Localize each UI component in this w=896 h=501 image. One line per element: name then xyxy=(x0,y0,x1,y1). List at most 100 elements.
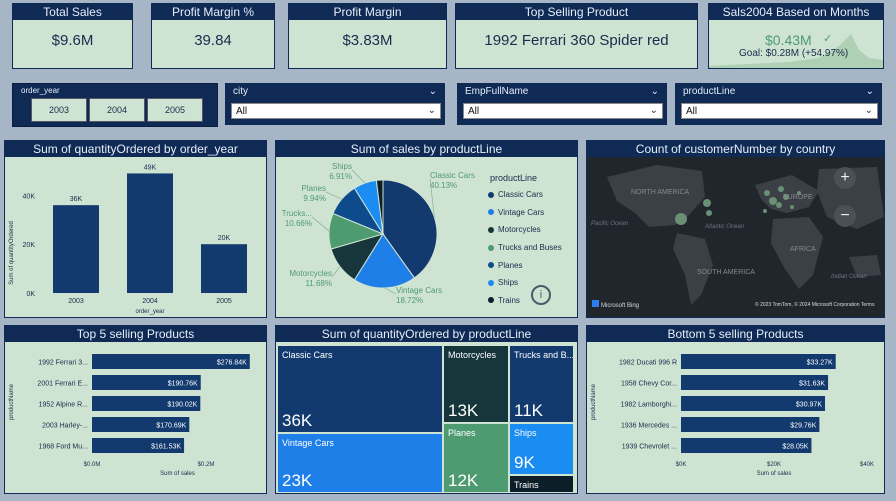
chevron-down-icon: ⌄ xyxy=(649,105,658,116)
bar[interactable] xyxy=(681,417,820,432)
legend-item[interactable]: Planes xyxy=(488,256,562,274)
legend-item[interactable]: Classic Cars xyxy=(488,186,562,204)
slice-label-pct: 6.91% xyxy=(329,172,352,181)
top5-products-chart: Top 5 selling Products 1992 Ferrari 3...… xyxy=(4,325,267,494)
kpi-top-selling-product: Top Selling Product 1992 Ferrari 360 Spi… xyxy=(455,3,698,69)
bar[interactable] xyxy=(92,375,201,390)
data-label: 49K xyxy=(144,164,157,171)
year-button-2003[interactable]: 2003 xyxy=(31,98,87,122)
treemap-cell-trucks[interactable]: Planes 12K xyxy=(444,424,508,492)
year-button-2005[interactable]: 2005 xyxy=(147,98,203,122)
kpi-title: Total Sales xyxy=(13,4,132,20)
productline-dropdown[interactable]: All ⌄ xyxy=(681,103,878,119)
slicer-label: order_year xyxy=(21,86,60,95)
treemap-label: Trains xyxy=(514,480,539,490)
map-label-africa: AFRICA xyxy=(790,246,816,253)
legend-dot-icon xyxy=(488,244,494,251)
y-axis-label: Sum of quantityOrdered xyxy=(9,221,15,285)
treemap-cell-vintage-cars[interactable]: Vintage Cars 23K xyxy=(278,434,442,492)
treemap-cell-classic-cars[interactable]: Classic Cars 36K xyxy=(278,346,442,432)
chart-title: Top 5 selling Products xyxy=(5,326,266,342)
bar[interactable] xyxy=(127,173,173,293)
treemap-cell-ships[interactable]: Ships 9K xyxy=(510,424,573,474)
leader-line xyxy=(311,216,330,232)
world-map[interactable] xyxy=(587,157,884,317)
map-copyright[interactable]: © 2023 TomTom, © 2024 Microsoft Corporat… xyxy=(755,302,875,308)
bar[interactable] xyxy=(53,205,99,293)
zoom-out-button[interactable]: − xyxy=(834,205,856,227)
chevron-down-icon[interactable]: ⌄ xyxy=(865,86,874,97)
qty-by-year-svg: 0K 20K 40K 36K 2003 49K 2004 20K 2005 order_year S… xyxy=(9,164,247,315)
category-label: 1982 Ducati 996 R xyxy=(619,360,677,367)
treemap-value: 11K xyxy=(514,401,543,420)
slice-label-pct: 9.94% xyxy=(303,194,326,203)
data-label: 20K xyxy=(218,235,231,242)
treemap-label: Motorcycles xyxy=(448,350,497,360)
legend-item[interactable]: Trucks and Buses xyxy=(488,239,562,257)
legend-label: Vintage Cars xyxy=(498,207,545,217)
order-year-slicer: order_year 2003 2004 2005 xyxy=(12,83,218,127)
chevron-down-icon[interactable]: ⌄ xyxy=(428,86,437,97)
pie-legend: Classic Cars Vintage Cars Motorcycles Truck… xyxy=(488,186,562,309)
kpi-value: 1992 Ferrari 360 Spider red xyxy=(484,32,669,49)
bar[interactable] xyxy=(681,438,812,453)
bing-logo: Microsoft Bing xyxy=(592,300,639,309)
data-label: $33.27K xyxy=(807,360,833,367)
kpi-profit-margin: Profit Margin $3.83M xyxy=(288,3,447,69)
chart-title: Bottom 5 selling Products xyxy=(587,326,884,342)
chart-title: Count of customerNumber by country xyxy=(587,141,884,157)
zoom-in-button[interactable]: + xyxy=(834,167,856,189)
x-tick-label: $0K xyxy=(676,462,687,468)
bing-label: Microsoft Bing xyxy=(601,303,640,309)
treemap-value: 36K xyxy=(282,411,313,430)
leader-line xyxy=(325,191,342,200)
kpi-total-sales: Total Sales $9.6M xyxy=(12,3,133,69)
x-tick-label: $20K xyxy=(767,462,781,468)
pie-slice[interactable] xyxy=(353,233,416,289)
x-tick-label: $0.0M xyxy=(84,462,101,468)
bar[interactable] xyxy=(681,375,829,390)
kpi-title: Top Selling Product xyxy=(456,4,697,20)
dropdown-value: All xyxy=(236,106,248,117)
city-dropdown[interactable]: All ⌄ xyxy=(231,103,441,119)
x-tick-label: $40K xyxy=(860,462,874,468)
filter-label: city xyxy=(233,86,248,97)
map-label-north-america: NORTH AMERICA xyxy=(631,189,690,196)
treemap-cell-motorcycles[interactable]: Motorcycles 13K xyxy=(444,346,508,422)
x-axis-label: order_year xyxy=(135,309,164,315)
legend-item[interactable]: Vintage Cars xyxy=(488,204,562,222)
treemap-cell-trains[interactable]: Trains xyxy=(510,476,573,492)
year-button-2004[interactable]: 2004 xyxy=(89,98,145,122)
bar[interactable] xyxy=(681,396,826,411)
category-label: 1958 Chevy Cor... xyxy=(621,381,677,388)
dropdown-value: All xyxy=(468,106,480,117)
chart-title: Sum of quantityOrdered by order_year xyxy=(5,141,266,157)
check-icon: ✓ xyxy=(823,33,833,45)
bar[interactable] xyxy=(92,354,250,369)
bar[interactable] xyxy=(681,354,836,369)
legend-dot-icon xyxy=(488,262,494,269)
chevron-down-icon[interactable]: ⌄ xyxy=(650,86,659,97)
treemap-value: 12K xyxy=(448,471,479,490)
info-icon[interactable]: i xyxy=(531,285,551,305)
bar[interactable] xyxy=(201,244,247,293)
bar[interactable] xyxy=(92,417,190,432)
y-tick-label: 0K xyxy=(26,291,35,298)
legend-label: Planes xyxy=(498,260,523,270)
empfullname-dropdown[interactable]: All ⌄ xyxy=(463,103,663,119)
map-label-indian-ocean: Indian Ocean xyxy=(831,274,867,280)
bar[interactable] xyxy=(92,396,201,411)
kpi-title: Sals2004 Based on Months xyxy=(709,4,883,20)
treemap-cell-planes[interactable]: Trucks and B... 11K xyxy=(510,346,573,422)
legend-item[interactable]: Ships xyxy=(488,274,562,292)
customer-map: Count of customerNumber by country NORTH… xyxy=(586,140,885,318)
filter-label: productLine xyxy=(683,86,736,97)
legend-item[interactable]: Motorcycles xyxy=(488,221,562,239)
pie-slice[interactable] xyxy=(382,179,438,279)
legend-item[interactable]: Trains xyxy=(488,292,562,310)
bar[interactable] xyxy=(92,438,185,453)
kpi-value: 39.84 xyxy=(194,32,232,49)
slice-label-pct: 11.68% xyxy=(305,279,332,288)
pie-slice[interactable] xyxy=(375,179,384,235)
